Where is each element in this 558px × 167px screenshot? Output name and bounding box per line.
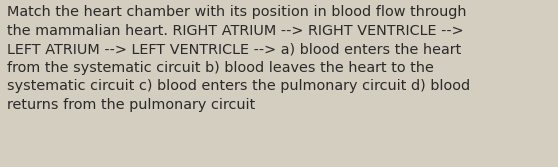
Text: Match the heart chamber with its position in blood flow through
the mammalian he: Match the heart chamber with its positio… bbox=[7, 5, 470, 112]
